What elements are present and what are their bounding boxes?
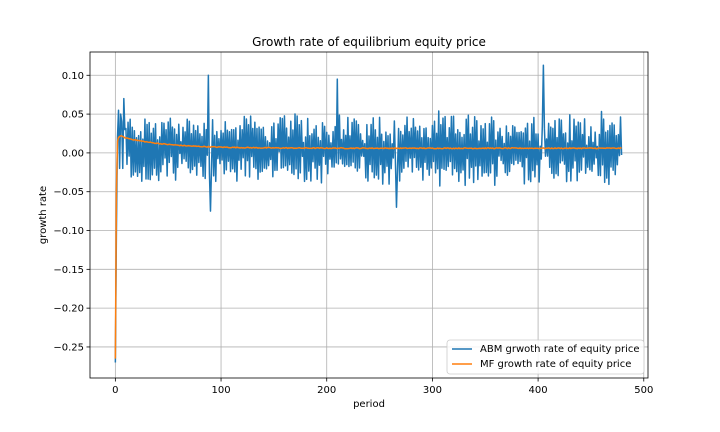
y-tick-label: −0.10 [53, 226, 84, 237]
x-tick-label: 400 [529, 385, 548, 396]
legend-label-mf: MF growth rate of equity price [480, 359, 631, 370]
chart-title: Growth rate of equilibrium equity price [252, 35, 486, 49]
y-tick-label: 0.05 [62, 110, 84, 121]
legend-box [446, 339, 645, 375]
plot-area-frame [89, 51, 649, 379]
y-tick-label: 0.00 [62, 148, 84, 159]
y-tick-label: −0.25 [53, 342, 84, 353]
y-tick-label: 0.10 [62, 71, 84, 82]
abm-series-line [114, 64, 623, 363]
y-axis-label: growth rate [38, 186, 49, 244]
plot-area-background [90, 52, 648, 378]
x-tick-label: 100 [211, 385, 230, 396]
x-axis-label: period [353, 399, 385, 410]
y-tick-label: −0.05 [53, 187, 84, 198]
legend-label-abm: ABM grwoth rate of equity price [480, 344, 640, 355]
axis-ticks: 0 100 200 300 400 500 −0.25 −0.20 −0.15 −0.10 −0.0… [53, 71, 653, 396]
y-tick-label: −0.15 [53, 265, 84, 276]
legend: ABM grwoth rate of equity price MF growt… [446, 339, 645, 375]
x-tick-label: 500 [634, 385, 653, 396]
x-tick-label: 0 [112, 385, 118, 396]
series-lines [114, 64, 623, 363]
y-tick-label: −0.20 [53, 304, 84, 315]
x-tick-label: 300 [423, 385, 442, 396]
x-tick-label: 200 [317, 385, 336, 396]
mf-series-line [114, 135, 622, 359]
